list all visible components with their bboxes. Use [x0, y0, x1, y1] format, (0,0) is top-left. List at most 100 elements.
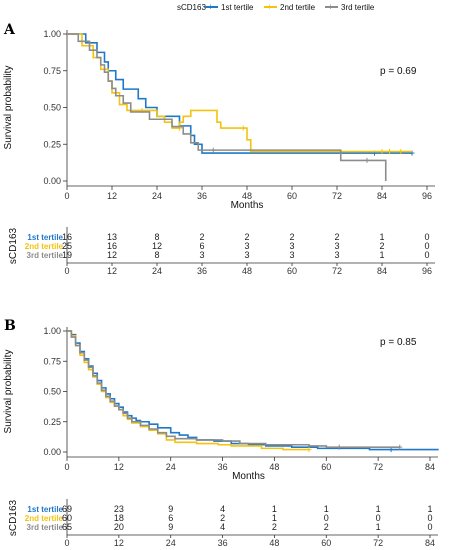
- risk-count-3rd-tertile: 1: [379, 250, 384, 260]
- risk-count-3rd-tertile: 1: [376, 522, 381, 532]
- risk-count-2nd-tertile: 18: [114, 513, 124, 523]
- series-line-2nd-tertile: [67, 33, 412, 153]
- risk-count-2nd-tertile: 0: [427, 513, 432, 523]
- y-tick-label: 1.00: [43, 326, 61, 336]
- risk-row-label-3rd-tertile: 3rd tertile: [27, 251, 64, 260]
- panel-a-survival-plot: Survival probability 0.00 0.25 0.50 0.75 1.00…: [3, 29, 435, 211]
- panel-letter-b: B: [4, 318, 16, 334]
- risk-x-tick-label: 72: [373, 538, 383, 548]
- y-tick-label: 1.00: [43, 29, 61, 39]
- legend-label-2: 2nd tertile: [280, 3, 316, 12]
- legend-entry-3: + 3rd tertile: [325, 2, 375, 12]
- risk-count-2nd-tertile: 0: [376, 513, 381, 523]
- x-tick-label: 84: [425, 462, 435, 472]
- risk-x-tick-label: 12: [107, 266, 117, 276]
- x-tick-label: 60: [321, 462, 331, 472]
- risk-count-3rd-tertile: 65: [62, 522, 72, 532]
- legend-entry-1: + 1st tertile: [205, 2, 254, 12]
- x-tick-label: 12: [107, 191, 117, 201]
- x-axis-title: Months: [231, 200, 264, 211]
- censor-mark-3rd-tertile: [336, 444, 342, 450]
- y-tick-label: 0.00: [43, 176, 61, 186]
- x-tick-label: 72: [332, 191, 342, 201]
- x-tick-label: 96: [422, 191, 432, 201]
- panel-letter-a: A: [3, 22, 16, 38]
- x-tick-label: 0: [64, 462, 69, 472]
- risk-count-3rd-tertile: 3: [244, 250, 249, 260]
- risk-x-tick-label: 60: [287, 266, 297, 276]
- p-value-label: p = 0.69: [380, 66, 417, 77]
- risk-count-1st-tertile: 1: [376, 504, 381, 514]
- censor-mark-3rd-tertile: [397, 444, 403, 450]
- risk-row-label-1st-tertile: 1st tertile: [27, 233, 63, 242]
- legend-swatch-3-mark: +: [328, 2, 333, 12]
- risk-count-3rd-tertile: 12: [107, 250, 117, 260]
- risk-count-3rd-tertile: 9: [168, 522, 173, 532]
- risk-count-3rd-tertile: 3: [334, 250, 339, 260]
- risk-count-3rd-tertile: 2: [272, 522, 277, 532]
- risk-count-1st-tertile: 2: [244, 232, 249, 242]
- risk-x-tick-label: 24: [152, 266, 162, 276]
- risk-count-3rd-tertile: 3: [289, 250, 294, 260]
- risk-count-1st-tertile: 23: [114, 504, 124, 514]
- risk-x-tick-label: 12: [114, 538, 124, 548]
- censor-mark-2nd-tertile: [306, 447, 312, 453]
- risk-count-2nd-tertile: 6: [199, 241, 204, 251]
- p-value-label: p = 0.85: [380, 337, 417, 348]
- risk-count-2nd-tertile: 3: [244, 241, 249, 251]
- x-tick-label: 48: [242, 191, 252, 201]
- censor-mark-3rd-tertile: [210, 147, 216, 153]
- risk-row-label-3rd-tertile: 3rd tertile: [27, 523, 64, 532]
- risk-count-2nd-tertile: 16: [107, 241, 117, 251]
- censor-mark-2nd-tertile: [398, 149, 404, 155]
- risk-count-1st-tertile: 1: [272, 504, 277, 514]
- x-tick-label: 12: [114, 462, 124, 472]
- risk-count-1st-tertile: 16: [62, 232, 72, 242]
- risk-count-1st-tertile: 8: [154, 232, 159, 242]
- risk-count-3rd-tertile: 3: [199, 250, 204, 260]
- x-tick-label: 24: [166, 462, 176, 472]
- risk-count-2nd-tertile: 3: [334, 241, 339, 251]
- risk-row-label-1st-tertile: 1st tertile: [27, 505, 63, 514]
- series-line-1st-tertile: [67, 330, 439, 451]
- series-line-3rd-tertile: [67, 330, 400, 448]
- panel-b-survival-plot: Survival probability 0.00 0.25 0.50 0.75 1.00…: [3, 326, 439, 482]
- risk-x-tick-label: 60: [321, 538, 331, 548]
- censor-mark-2nd-tertile: [240, 125, 246, 131]
- risk-count-1st-tertile: 2: [289, 232, 294, 242]
- risk-x-tick-label: 96: [422, 266, 432, 276]
- risk-count-1st-tertile: 4: [220, 504, 225, 514]
- risk-count-1st-tertile: 2: [199, 232, 204, 242]
- y-tick-label: 0.25: [43, 139, 61, 149]
- y-axis-title: Survival probability: [3, 66, 14, 150]
- risk-count-3rd-tertile: 19: [62, 250, 72, 260]
- risk-x-tick-label: 48: [269, 538, 279, 548]
- risk-count-3rd-tertile: 4: [220, 522, 225, 532]
- risk-x-tick-label: 24: [166, 538, 176, 548]
- risk-count-1st-tertile: 2: [334, 232, 339, 242]
- risk-count-2nd-tertile: 0: [324, 513, 329, 523]
- risk-x-tick-label: 36: [197, 266, 207, 276]
- legend-swatch-1-mark: +: [208, 2, 213, 12]
- risk-count-3rd-tertile: 8: [154, 250, 159, 260]
- legend-title: sCD163: [177, 3, 206, 12]
- risk-count-2nd-tertile: 12: [152, 241, 162, 251]
- censor-mark-2nd-tertile: [379, 149, 385, 155]
- series-line-1st-tertile: [67, 33, 412, 154]
- risk-count-3rd-tertile: 2: [324, 522, 329, 532]
- risk-count-1st-tertile: 0: [424, 232, 429, 242]
- risk-x-tick-label: 72: [332, 266, 342, 276]
- legend-label-1: 1st tertile: [221, 3, 254, 12]
- risk-count-2nd-tertile: 60: [62, 513, 72, 523]
- risk-x-tick-label: 36: [218, 538, 228, 548]
- legend-entry-2: + 2nd tertile: [264, 2, 316, 12]
- risk-count-2nd-tertile: 0: [424, 241, 429, 251]
- legend-swatch-2-mark: +: [267, 2, 272, 12]
- legend: sCD163 + 1st tertile + 2nd tertile + 3rd…: [177, 2, 375, 12]
- risk-count-3rd-tertile: 0: [427, 522, 432, 532]
- risk-table-title: sCD163: [8, 228, 19, 265]
- x-tick-label: 84: [377, 191, 387, 201]
- x-tick-label: 36: [218, 462, 228, 472]
